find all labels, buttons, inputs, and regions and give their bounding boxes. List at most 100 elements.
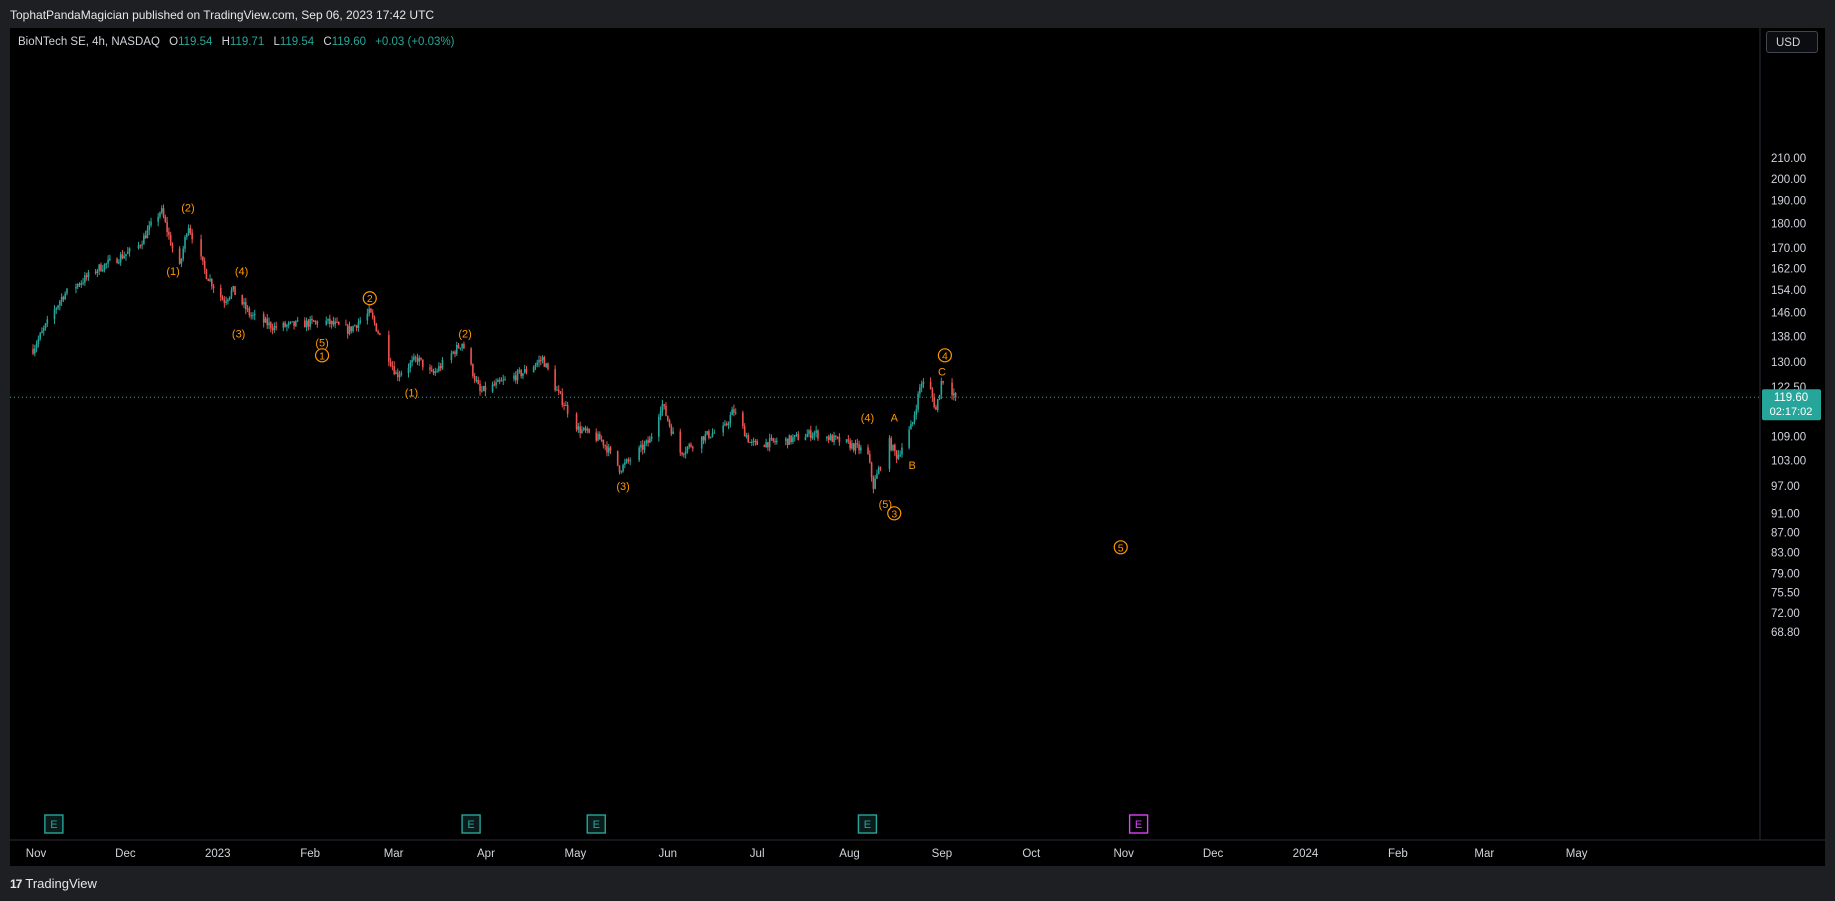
candle	[513, 372, 515, 382]
candle	[101, 265, 104, 273]
candle-body	[747, 435, 750, 443]
price-tick-label: 210.00	[1771, 153, 1806, 165]
candle	[577, 422, 580, 433]
candle	[624, 458, 626, 469]
candle-body	[929, 381, 932, 390]
price-tick-label: 200.00	[1771, 174, 1806, 186]
candle-body	[658, 416, 660, 437]
candle	[827, 434, 830, 444]
price-chart[interactable]: 210.00 200.00 190.00 180.00 170.00 162.00 154.…	[10, 28, 1825, 866]
price-tick-label: 87.00	[1771, 527, 1800, 539]
candle	[212, 283, 215, 294]
wave-label: B	[908, 460, 915, 472]
candle-body	[951, 382, 953, 396]
candle-body	[690, 444, 692, 447]
candle	[228, 296, 231, 301]
candle	[334, 317, 336, 329]
candle	[831, 433, 834, 443]
candle	[581, 425, 583, 434]
candle-body	[554, 369, 556, 391]
candle-body	[144, 235, 147, 239]
candle-body	[742, 412, 744, 427]
candle-body	[584, 427, 587, 431]
candle-body	[661, 404, 664, 412]
candle-body	[42, 327, 45, 331]
candle-body	[831, 435, 834, 442]
currency-button[interactable]: USD	[1766, 31, 1818, 53]
candle-body	[354, 325, 356, 327]
candle	[894, 443, 896, 456]
candle-body	[484, 386, 487, 392]
candle	[742, 410, 744, 429]
wave-label: 2	[367, 293, 373, 305]
candle-body	[41, 330, 43, 334]
candle-body	[232, 286, 235, 290]
candle-body	[457, 345, 460, 348]
candle-body	[679, 431, 682, 453]
candle-body	[566, 405, 569, 414]
candle-body	[917, 393, 919, 410]
candle-body	[581, 429, 583, 434]
candle-body	[55, 308, 58, 310]
candle	[438, 362, 440, 373]
publish-header: TophatPandaMagician published on Trading…	[0, 0, 1835, 28]
candle	[307, 318, 310, 331]
candle-body	[268, 322, 270, 326]
candle	[877, 465, 880, 475]
wave-label: (2)	[181, 202, 194, 214]
candle-body	[482, 386, 485, 391]
candle-body	[329, 318, 331, 325]
candle-body	[289, 321, 292, 323]
candle	[668, 418, 671, 428]
candle-body	[87, 271, 90, 278]
candle-body	[137, 245, 140, 249]
candle	[268, 317, 270, 330]
candle-body	[688, 444, 691, 447]
candle	[345, 319, 347, 326]
candle-body	[877, 467, 880, 474]
candle-body	[477, 379, 480, 384]
candle	[232, 285, 235, 293]
candle-body	[413, 357, 415, 360]
candle-body	[629, 460, 632, 462]
candle-body	[543, 357, 546, 367]
candle	[64, 291, 67, 301]
candle-body	[495, 381, 497, 386]
candle	[618, 465, 621, 475]
candle-body	[166, 221, 168, 232]
wave-circle	[1113, 540, 1128, 555]
wave-label: (2)	[458, 328, 471, 340]
candle	[575, 412, 578, 432]
time-axis: Nov Dec 2023 Feb Mar Apr May Jun Jul Aug Sep Oct Nov…	[26, 848, 1588, 860]
candle	[734, 408, 737, 415]
candle-body	[409, 362, 412, 368]
candle-body	[76, 284, 79, 287]
time-tick-label: May	[1566, 848, 1588, 860]
candle	[784, 436, 787, 446]
chart-pane[interactable]: 210.00 200.00 190.00 180.00 170.00 162.00 154.…	[10, 28, 1825, 866]
candle-body	[60, 297, 63, 302]
candle-body	[422, 359, 424, 368]
candle-body	[396, 372, 399, 378]
candle-body	[414, 357, 417, 359]
candle-body	[273, 326, 276, 331]
candle-body	[869, 454, 871, 463]
candle-body	[312, 320, 315, 322]
candle-body	[838, 437, 841, 443]
tradingview-logo[interactable]: 17 TradingView	[10, 876, 97, 891]
time-tick-label: Sep	[932, 848, 952, 860]
high-key: H	[221, 36, 230, 48]
candle	[253, 309, 256, 321]
candle	[430, 365, 433, 373]
candle	[211, 278, 213, 290]
candle	[139, 244, 142, 249]
candle-body	[575, 413, 578, 430]
candle	[793, 434, 796, 442]
candle-body	[246, 308, 249, 310]
candle	[897, 449, 900, 461]
price-tick-label: 154.00	[1771, 285, 1806, 297]
candle	[670, 423, 673, 437]
candle	[808, 429, 810, 438]
candle-body	[579, 426, 581, 434]
candle-body	[118, 262, 120, 264]
